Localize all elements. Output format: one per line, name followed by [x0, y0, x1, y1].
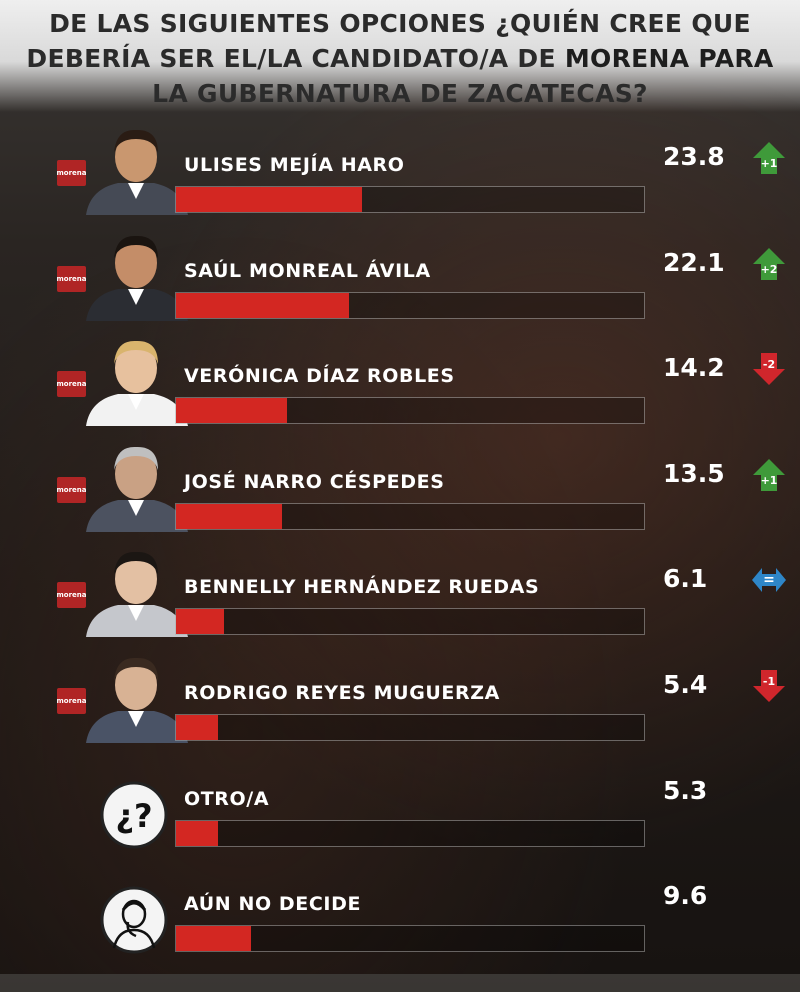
candidate-photo — [86, 446, 188, 532]
value-label: 13.5 — [663, 459, 725, 488]
arrow-up-icon: +1 — [753, 142, 785, 174]
bar-track — [175, 925, 645, 952]
title-line-2-text: DEBERÍA SER EL/LA CANDIDATO/A DE — [26, 44, 565, 73]
title-line-3: LA GUBERNATURA DE ZACATECAS? — [152, 79, 648, 108]
candidate-row: morena RODRIGO REYES MUGUERZA 5.4 -1 — [0, 657, 800, 781]
value-label: 22.1 — [663, 248, 725, 277]
undecided-icon — [100, 886, 168, 954]
change-label: -2 — [763, 358, 775, 371]
value-label: 9.6 — [663, 881, 708, 910]
value-label: 5.4 — [663, 670, 708, 699]
candidate-photo — [86, 551, 188, 637]
candidate-row: morena BENNELLY HERNÁNDEZ RUEDAS 6.1 = — [0, 551, 800, 675]
candidate-photo — [86, 657, 188, 743]
candidate-row: morena ULISES MEJÍA HARO 23.8 +1 — [0, 129, 800, 253]
candidate-row: morena JOSÉ NARRO CÉSPEDES 13.5 +1 — [0, 446, 800, 570]
bar-track — [175, 608, 645, 635]
candidate-photo — [86, 235, 188, 321]
title-line-2: DEBERÍA SER EL/LA CANDIDATO/A DE MORENA … — [0, 41, 800, 76]
candidate-name: SAÚL MONREAL ÁVILA — [184, 260, 431, 282]
arrow-up-icon: +1 — [753, 459, 785, 491]
candidate-row: ¿? OTRO/A 5.3 — [0, 776, 800, 887]
morena-logo: morena — [57, 266, 87, 292]
bar-track — [175, 820, 645, 847]
bar — [176, 293, 350, 318]
bar — [176, 187, 363, 212]
change-label: +1 — [761, 157, 778, 170]
value-label: 5.3 — [663, 776, 708, 805]
change-label: +1 — [761, 474, 778, 487]
candidate-name: JOSÉ NARRO CÉSPEDES — [184, 471, 445, 493]
candidate-row: AÚN NO DECIDE 9.6 — [0, 881, 800, 992]
bar — [176, 398, 288, 423]
bar — [176, 926, 252, 951]
morena-logo: morena — [57, 582, 87, 608]
arrow-up-icon: +2 — [753, 248, 785, 280]
candidate-row: morena VERÓNICA DÍAZ ROBLES 14.2 -2 — [0, 340, 800, 464]
change-label: = — [763, 572, 775, 588]
header: DE LAS SIGUIENTES OPCIONES ¿QUIÉN CREE Q… — [0, 0, 800, 112]
candidate-name: OTRO/A — [184, 788, 270, 810]
candidate-name: VERÓNICA DÍAZ ROBLES — [184, 365, 455, 387]
morena-logo: morena — [57, 160, 87, 186]
arrow-down-icon: -2 — [753, 353, 785, 385]
morena-logo: morena — [57, 688, 87, 714]
bar — [176, 821, 218, 846]
candidate-photo — [86, 129, 188, 215]
candidate-row: morena SAÚL MONREAL ÁVILA 22.1 +2 — [0, 235, 800, 359]
change-label: -1 — [763, 675, 775, 688]
change-label: +2 — [761, 263, 778, 276]
bar — [176, 609, 224, 634]
candidate-name: AÚN NO DECIDE — [184, 893, 362, 915]
arrow-down-icon: -1 — [753, 670, 785, 702]
bar-track — [175, 292, 645, 319]
bar-track — [175, 186, 645, 213]
bar-track — [175, 503, 645, 530]
value-label: 6.1 — [663, 564, 708, 593]
candidate-name: BENNELLY HERNÁNDEZ RUEDAS — [184, 576, 540, 598]
equal-icon: = — [752, 568, 786, 592]
bar-track — [175, 397, 645, 424]
candidate-name: RODRIGO REYES MUGUERZA — [184, 682, 500, 704]
candidate-name: ULISES MEJÍA HARO — [184, 154, 405, 176]
svg-text:¿?: ¿? — [115, 797, 152, 835]
bar-track — [175, 714, 645, 741]
title-line-1: DE LAS SIGUIENTES OPCIONES ¿QUIÉN CREE Q… — [49, 9, 751, 38]
candidate-photo — [86, 340, 188, 426]
morena-logo: morena — [57, 477, 87, 503]
question-icon: ¿? — [100, 781, 168, 849]
bar — [176, 715, 219, 740]
morena-logo: morena — [57, 371, 87, 397]
title-line-2-bold: MORENA PARA — [564, 44, 774, 73]
bar — [176, 504, 282, 529]
value-label: 23.8 — [663, 142, 725, 171]
value-label: 14.2 — [663, 353, 725, 382]
